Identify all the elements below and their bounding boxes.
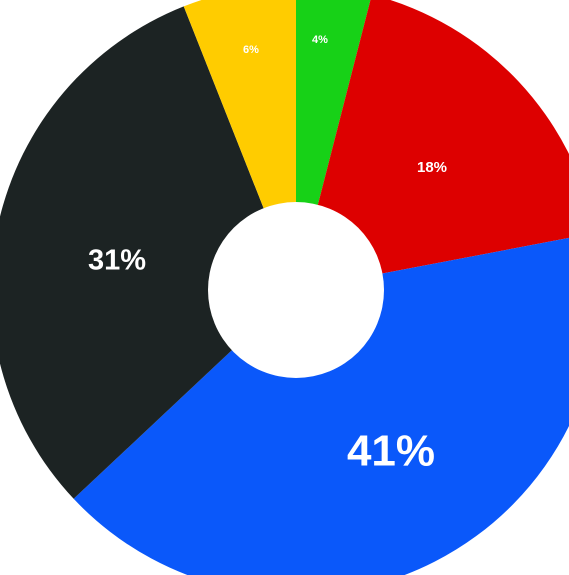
slice-label-6pct: 6%: [243, 44, 259, 56]
slice-label-31pct: 31%: [88, 245, 146, 277]
labels-layer: 4% 18% 41% 31% 6%: [88, 34, 447, 476]
slice-label-18pct: 18%: [417, 159, 447, 176]
slice-18pct: [296, 0, 569, 290]
slice-label-4pct: 4%: [312, 34, 328, 46]
donut-hole: [208, 202, 384, 378]
slice-31pct: [0, 6, 296, 499]
slice-label-41pct: 41%: [347, 427, 435, 476]
slice-41pct: [73, 237, 569, 575]
